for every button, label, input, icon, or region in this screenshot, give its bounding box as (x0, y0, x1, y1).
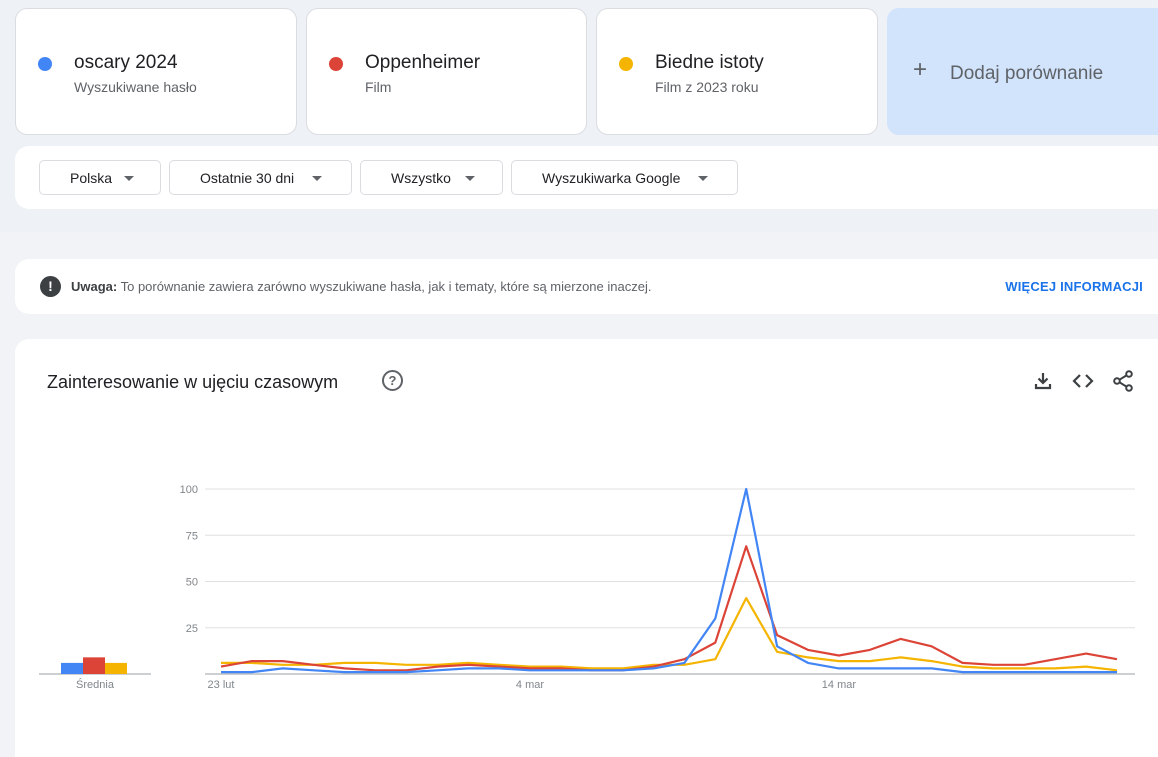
warning-message: To porównanie zawiera zarówno wyszukiwan… (117, 279, 652, 294)
category-label: Wszystko (391, 170, 451, 186)
time-range-label: Ostatnie 30 dni (200, 170, 295, 186)
add-comparison-label: Dodaj porównanie (950, 63, 1104, 84)
series-line (221, 487, 1117, 674)
y-tick-label: 100 (180, 484, 198, 496)
average-bar (61, 662, 83, 674)
interest-over-time-card: Zainteresowanie w ujęciu czasowym ? 100 7… (15, 339, 1158, 757)
average-bar (83, 657, 105, 674)
share-icon[interactable] (1111, 369, 1135, 393)
embed-code-icon[interactable] (1071, 369, 1095, 393)
caret-down-icon (124, 176, 134, 181)
plus-icon: + (913, 56, 928, 83)
interest-line-chart: 100 75 50 25 23 lut 4 mar 14 mar Średnia (39, 484, 1135, 691)
region-dropdown[interactable]: Polska (39, 160, 161, 195)
time-range-dropdown[interactable]: Ostatnie 30 dni (169, 160, 352, 195)
term-type: Wyszukiwane hasło (74, 79, 197, 95)
more-info-link[interactable]: WIĘCEJ INFORMACJI (1005, 279, 1143, 294)
term-type: Film z 2023 roku (655, 79, 759, 95)
term-name: Biedne istoty (655, 52, 764, 73)
y-tick-label: 75 (186, 530, 198, 542)
y-tick-label: 50 (186, 577, 198, 589)
caret-down-icon (465, 176, 475, 181)
y-tick-label: 25 (186, 623, 198, 635)
warning-bold-label: Uwaga: (71, 279, 118, 294)
search-type-label: Wyszukiwarka Google (542, 170, 681, 186)
term-color-dot (329, 57, 343, 71)
add-comparison-button[interactable]: + Dodaj porównanie (887, 8, 1158, 135)
x-tick-label: 4 mar (516, 679, 544, 691)
series-line (221, 597, 1118, 672)
question-icon[interactable]: ? (382, 370, 403, 391)
term-name: oscary 2024 (74, 52, 178, 73)
term-card-biedne-istoty[interactable]: Biedne istoty Film z 2023 roku (596, 8, 878, 135)
term-color-dot (38, 57, 52, 71)
chart-title: Zainteresowanie w ujęciu czasowym (47, 372, 339, 392)
term-name: Oppenheimer (365, 52, 481, 73)
x-tick-label: 14 mar (822, 679, 857, 691)
filter-bar: Polska Ostatnie 30 dni Wszystko Wyszukiw… (15, 146, 1158, 209)
exclamation-icon: ! (40, 276, 61, 297)
search-terms-panel: oscary 2024 Wyszukiwane hasło Oppenheime… (0, 0, 1158, 232)
search-type-dropdown[interactable]: Wyszukiwarka Google (511, 160, 738, 195)
caret-down-icon (312, 176, 322, 181)
term-card-oppenheimer[interactable]: Oppenheimer Film (306, 8, 587, 135)
download-icon[interactable] (1031, 369, 1055, 393)
series-line (220, 545, 1118, 672)
average-label: Średnia (76, 678, 115, 691)
term-card-oscary-2024[interactable]: oscary 2024 Wyszukiwane hasło (15, 8, 297, 135)
comparison-warning: ! Uwaga: To porównanie zawiera zarówno w… (15, 259, 1158, 314)
average-bar (105, 662, 127, 674)
x-tick-label: 23 lut (208, 679, 235, 691)
category-dropdown[interactable]: Wszystko (360, 160, 503, 195)
term-type: Film (365, 79, 392, 95)
region-label: Polska (70, 170, 113, 186)
warning-text: Uwaga: To porównanie zawiera zarówno wys… (71, 279, 651, 294)
caret-down-icon (698, 176, 708, 181)
term-color-dot (619, 57, 633, 71)
